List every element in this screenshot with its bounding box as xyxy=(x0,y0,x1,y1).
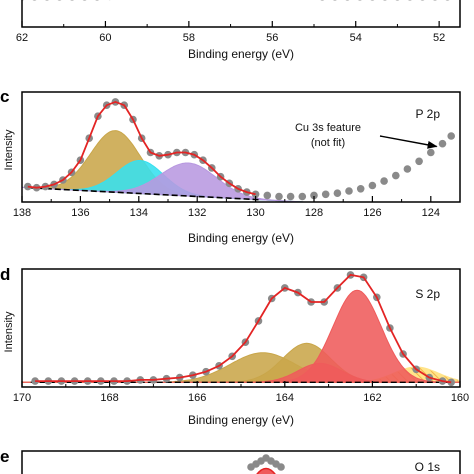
panel-letter: e xyxy=(0,447,9,466)
x-tick-label: 58 xyxy=(183,32,195,44)
x-tick-label: 168 xyxy=(100,392,118,404)
data-point xyxy=(333,189,342,197)
x-tick-label: 166 xyxy=(188,392,206,404)
data-point xyxy=(298,192,307,201)
x-tick-label: 136 xyxy=(71,207,89,219)
x-tick-label: 134 xyxy=(130,207,148,219)
fit-envelope xyxy=(35,273,452,384)
x-axis-title: Binding energy (eV) xyxy=(188,231,294,245)
data-point xyxy=(320,0,325,1)
data-point xyxy=(57,0,62,1)
panel-d-s2p: d Intensity 170 168 166 164 162 160 S 2p Bind… xyxy=(0,265,469,427)
x-tick-label: 130 xyxy=(246,207,264,219)
data-point xyxy=(356,185,365,193)
data-point xyxy=(408,0,412,1)
x-tick-label: 52 xyxy=(433,32,445,44)
x-tick-label: 132 xyxy=(188,207,206,219)
data-point xyxy=(321,190,330,199)
data-point xyxy=(45,0,49,1)
x-tick-label: 162 xyxy=(363,392,381,404)
data-point xyxy=(263,191,272,200)
x-tick-label: 138 xyxy=(13,207,31,219)
panel-e-o1s-partial: e O 1s xyxy=(0,447,461,474)
data-point xyxy=(447,132,456,140)
data-point xyxy=(32,0,37,1)
background-line xyxy=(27,186,262,201)
data-point xyxy=(395,0,400,1)
data-point xyxy=(277,463,285,471)
data-point xyxy=(95,0,99,1)
data-point xyxy=(345,0,350,1)
x-tick-label: 62 xyxy=(16,32,28,44)
data-point xyxy=(427,148,435,157)
annotation-arrow xyxy=(379,135,438,149)
x-tick-label: 60 xyxy=(99,32,111,44)
data-point xyxy=(420,0,425,1)
data-point xyxy=(286,192,295,201)
data-point xyxy=(415,157,423,166)
panel-letter: d xyxy=(0,265,10,284)
annotation-line-2: (not fit) xyxy=(311,137,345,149)
x-axis-title: Binding energy (eV) xyxy=(188,47,294,61)
data-point xyxy=(70,0,74,1)
x-tick-label: 170 xyxy=(13,392,31,404)
x-tick-label: 164 xyxy=(276,392,294,404)
x-axis-title: Binding energy (eV) xyxy=(188,413,294,427)
data-point xyxy=(310,191,318,200)
data-point xyxy=(333,0,337,1)
core-level-label: O 1s xyxy=(415,460,440,474)
core-level-label: S 2p xyxy=(415,287,440,301)
x-tick-label: 56 xyxy=(266,32,278,44)
core-level-label: P 2p xyxy=(416,107,441,121)
fit-envelope xyxy=(256,467,276,474)
data-point xyxy=(368,181,377,190)
data-point xyxy=(392,171,400,180)
x-tick-label: 160 xyxy=(451,392,469,404)
data-point xyxy=(433,0,437,1)
annotation-line-1: Cu 3s feature xyxy=(295,122,361,134)
data-point xyxy=(438,139,447,148)
x-tick-label: 124 xyxy=(422,207,440,219)
y-axis-title: Intensity xyxy=(3,311,15,352)
data-point xyxy=(358,0,362,1)
panel-c-p2p: c Intensity 138 136 134 132 130 128 126 124 P 2… xyxy=(0,87,461,245)
fit-envelope xyxy=(27,100,256,196)
data-point xyxy=(370,0,375,1)
panel-top-partial: 62 60 58 56 54 52 Binding energy (eV) xyxy=(16,0,461,61)
y-axis-title: Intensity xyxy=(3,129,15,170)
x-tick-label: 54 xyxy=(350,32,362,44)
data-point xyxy=(383,0,387,1)
data-point xyxy=(403,165,412,173)
data-point xyxy=(380,177,388,185)
data-point xyxy=(445,0,450,1)
x-tick-label: 128 xyxy=(305,207,323,219)
data-point xyxy=(275,192,283,201)
data-point xyxy=(82,0,87,1)
panel-letter: c xyxy=(0,87,9,106)
data-point xyxy=(345,187,353,195)
x-tick-label: 126 xyxy=(363,207,381,219)
